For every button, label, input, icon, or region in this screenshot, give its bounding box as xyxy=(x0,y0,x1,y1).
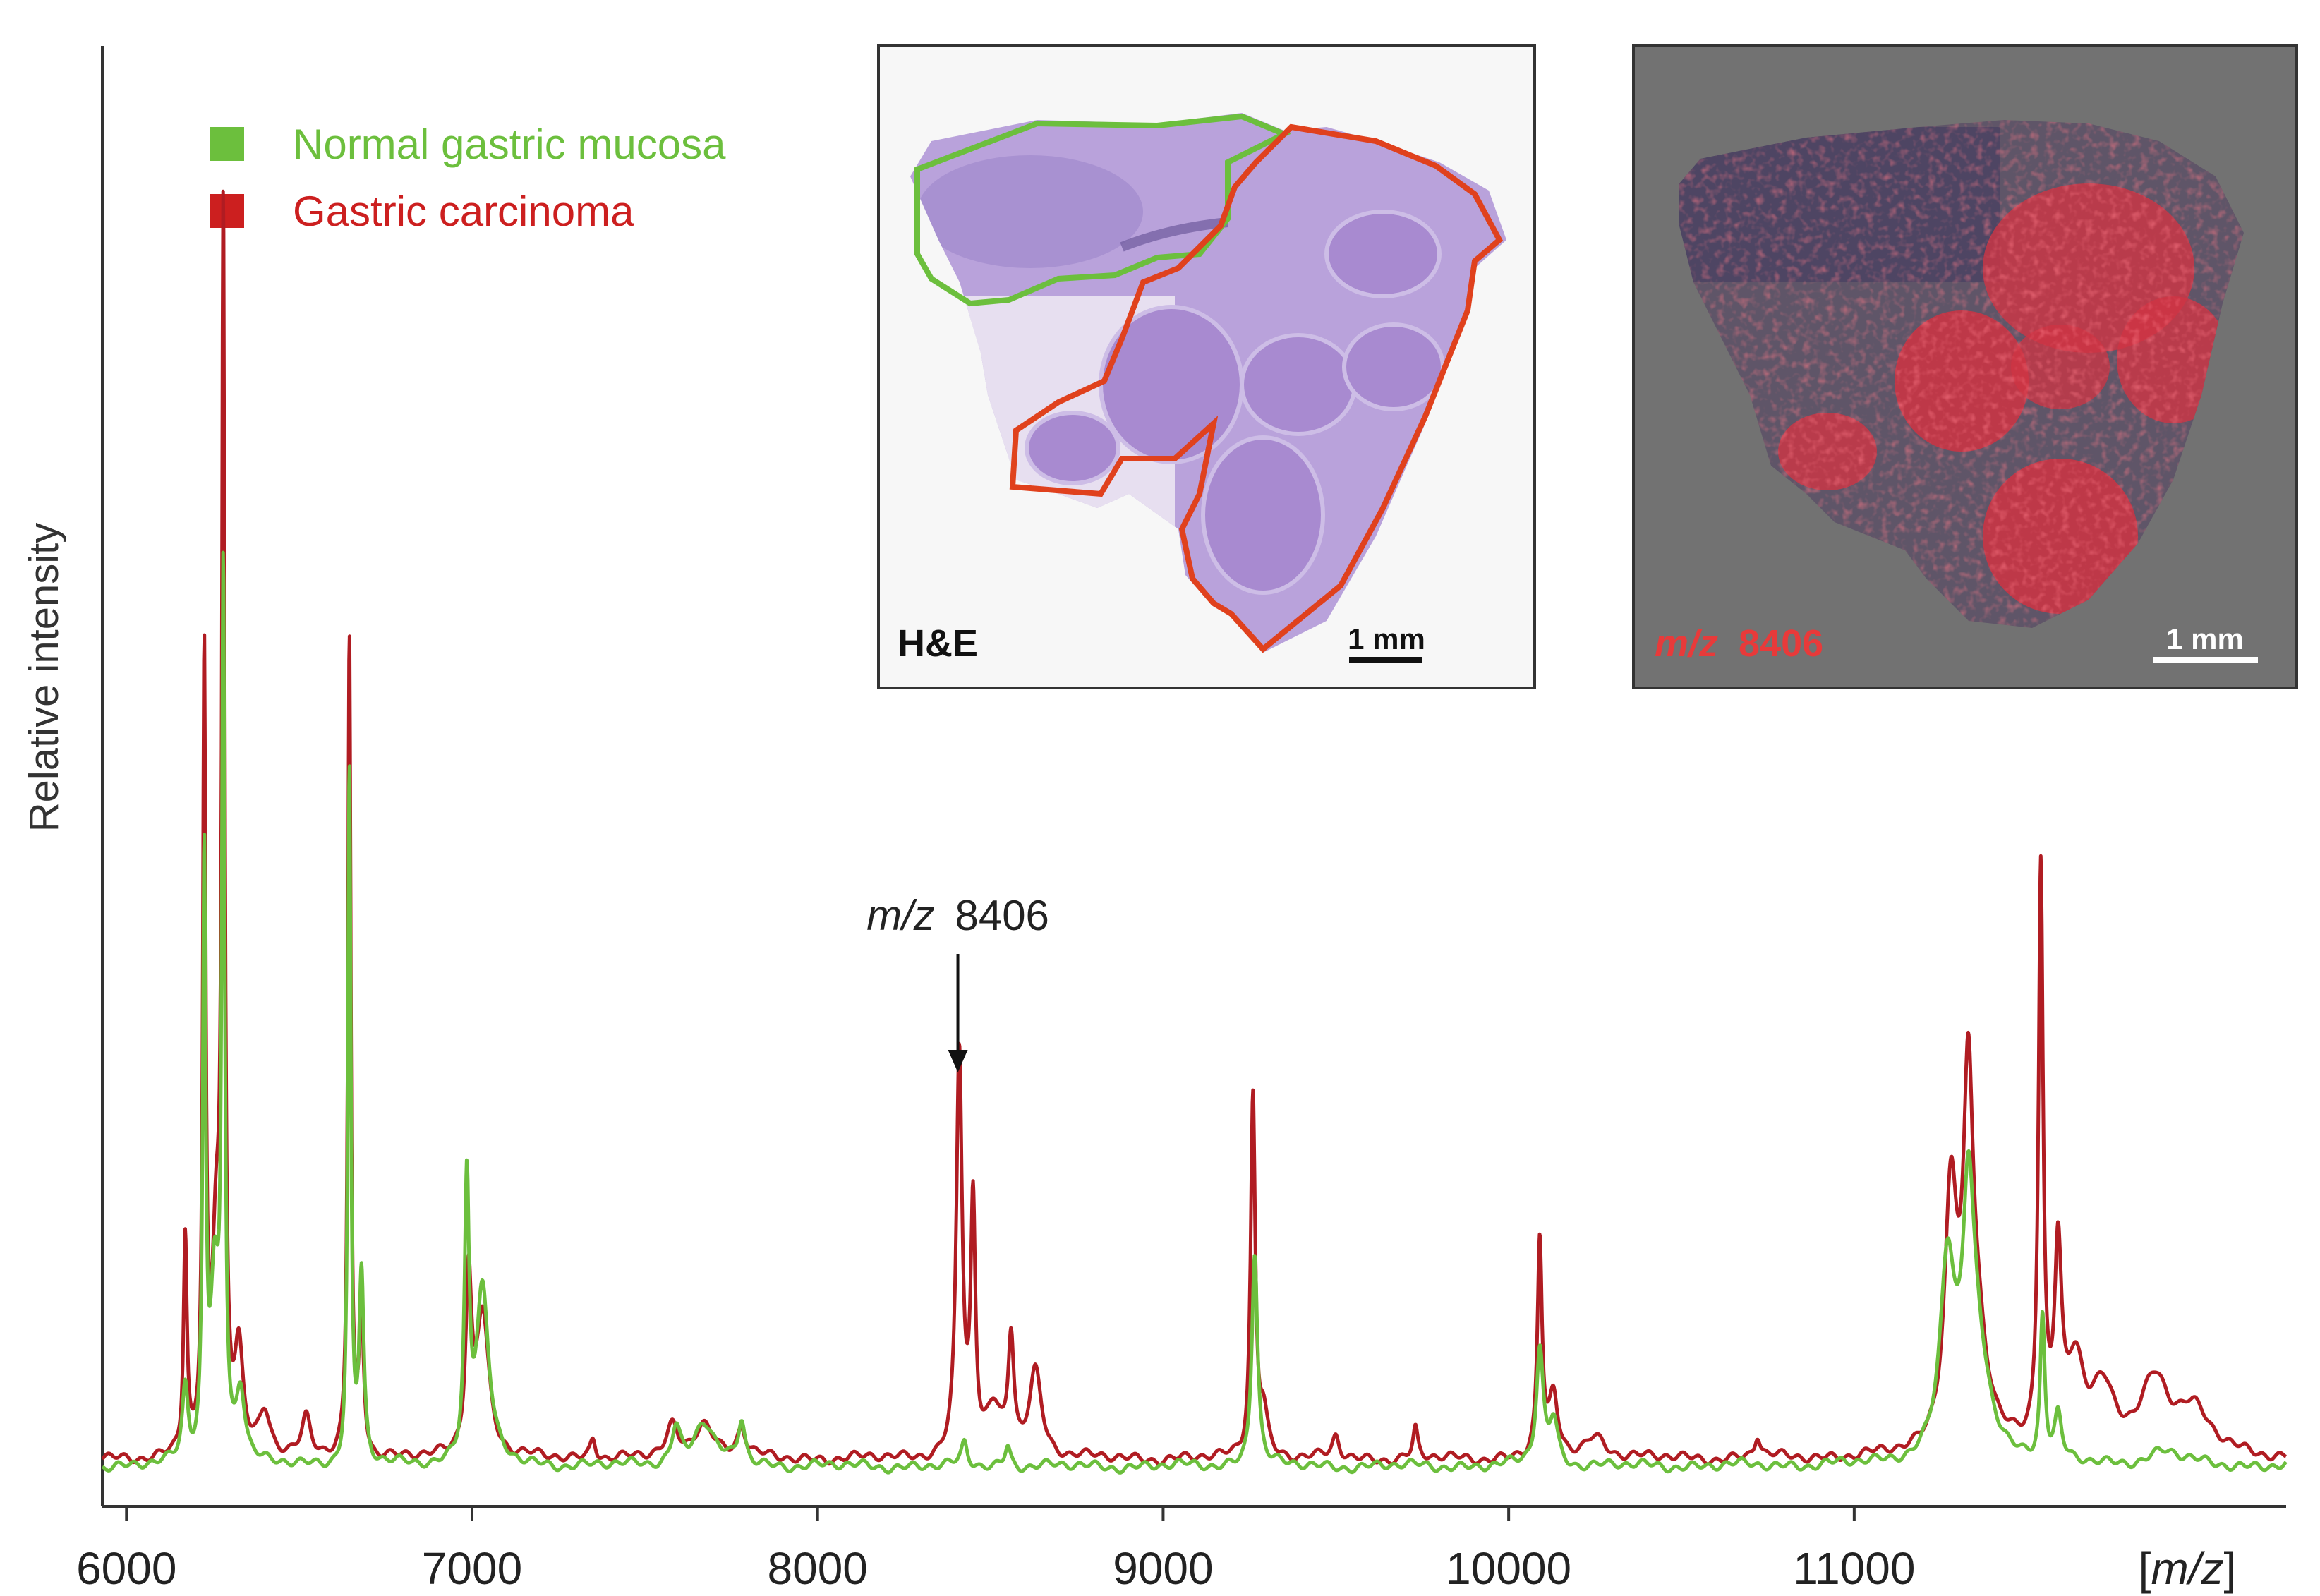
x-axis-title: [m/z] xyxy=(2139,1543,2237,1594)
msi-inset: m/z 8406 1 mm xyxy=(1632,44,2298,689)
peak-annotation: m/z 8406 xyxy=(866,892,1049,1072)
legend-swatch-normal xyxy=(210,127,244,161)
x-tick-label: 6000 xyxy=(76,1543,176,1594)
he-tumor-outline xyxy=(1009,123,1504,653)
peak-annotation-value: 8406 xyxy=(955,892,1049,939)
x-ticks: 6000 7000 8000 9000 10000 11000 xyxy=(76,1506,1915,1594)
he-nodule xyxy=(1342,322,1445,411)
he-scale-label: 1 mm xyxy=(1348,622,1425,655)
series-layer xyxy=(101,189,2288,1475)
axes: Relative intensity 6000 7000 8000 9000 10000… xyxy=(21,46,2286,1594)
msi-label-value: 8406 xyxy=(1739,622,1823,665)
msi-label-italic: m/z xyxy=(1655,622,1718,665)
he-nodule xyxy=(1240,333,1357,436)
he-vessel xyxy=(1120,217,1228,252)
y-axis-title: Relative intensity xyxy=(21,523,67,832)
he-nodule xyxy=(1324,210,1442,298)
he-label: H&E xyxy=(898,622,978,665)
he-nodule xyxy=(1025,411,1120,485)
he-normal-outline xyxy=(914,113,1291,307)
msi-scale-label: 1 mm xyxy=(2166,622,2244,655)
legend-swatch-carcinoma xyxy=(210,194,244,228)
he-nodule xyxy=(1099,305,1244,464)
series-line-normal-gastric-mucosa xyxy=(101,550,2288,1475)
msi-label: m/z 8406 xyxy=(1655,622,1823,665)
legend-label-normal: Normal gastric mucosa xyxy=(293,121,726,168)
peak-annotation-italic: m/z xyxy=(866,892,935,939)
x-tick-label: 8000 xyxy=(768,1543,868,1594)
legend-label-carcinoma: Gastric carcinoma xyxy=(293,188,634,235)
x-axis-bracket-open: [ xyxy=(2139,1543,2151,1594)
he-nodule xyxy=(1201,435,1325,595)
he-inset: H&E 1 mm xyxy=(877,44,1536,689)
x-tick-label: 9000 xyxy=(1113,1543,1213,1594)
he-mucosa-band xyxy=(917,155,1143,268)
legend: Normal gastric mucosa Gastric carcinoma xyxy=(210,121,726,235)
x-axis-title-italic: m/z xyxy=(2151,1543,2223,1594)
x-axis-bracket-close: ] xyxy=(2224,1543,2237,1594)
x-tick-label: 7000 xyxy=(422,1543,522,1594)
peak-annotation-label: m/z 8406 xyxy=(866,892,1049,939)
x-tick-label: 10000 xyxy=(1446,1543,1571,1594)
x-tick-label: 11000 xyxy=(1793,1543,1915,1594)
peak-annotation-arrowhead xyxy=(948,1050,968,1072)
